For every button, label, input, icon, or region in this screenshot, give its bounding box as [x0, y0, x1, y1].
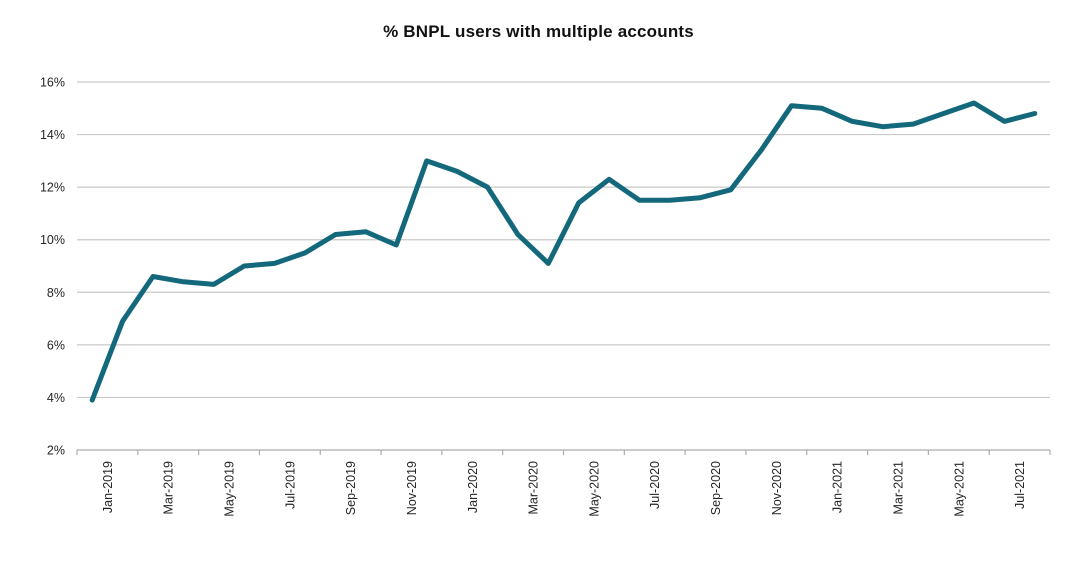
y-tick-label: 10% [40, 233, 65, 247]
x-tick-label: Mar-2020 [527, 461, 541, 515]
y-tick-label: 4% [47, 391, 65, 405]
y-tick-label: 12% [40, 181, 65, 195]
x-tick-label: Jul-2021 [1013, 461, 1027, 509]
y-tick-label: 14% [40, 128, 65, 142]
x-tick-label: Mar-2019 [162, 461, 176, 515]
x-tick-label: May-2020 [587, 461, 601, 517]
y-tick-label: 6% [47, 338, 65, 352]
x-tick-label: May-2019 [223, 461, 237, 517]
y-tick-label: 16% [40, 76, 65, 90]
x-tick-label: Jul-2020 [648, 461, 662, 509]
x-tick-label: Jan-2021 [831, 461, 845, 513]
x-tick-label: Jan-2020 [466, 461, 480, 513]
y-tick-label: 2% [47, 444, 65, 458]
x-tick-label: Nov-2020 [770, 461, 784, 515]
chart-title: % BNPL users with multiple accounts [383, 22, 694, 41]
x-tick-label: May-2021 [952, 461, 966, 517]
data-series-line [89, 100, 1038, 403]
x-tick-label: Sep-2020 [709, 461, 723, 515]
x-tick-label: Jul-2019 [283, 461, 297, 509]
x-tick-label: Nov-2019 [405, 461, 419, 515]
y-tick-label: 8% [47, 286, 65, 300]
x-tick-label: Mar-2021 [891, 461, 905, 515]
x-tick-label: Jan-2019 [101, 461, 115, 513]
x-tick-label: Sep-2019 [344, 461, 358, 515]
